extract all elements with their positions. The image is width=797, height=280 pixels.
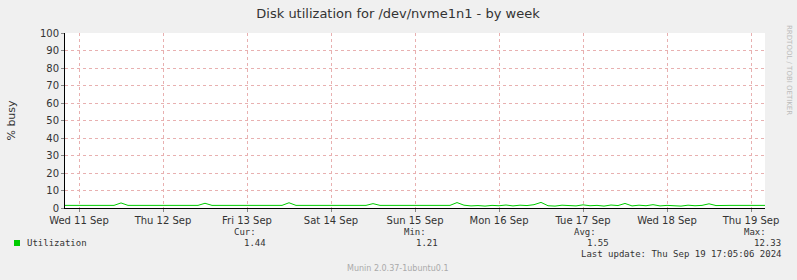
svg-text:Thu 19 Sep: Thu 19 Sep — [722, 215, 780, 226]
svg-text:1.44: 1.44 — [244, 238, 266, 248]
svg-text:40: 40 — [46, 133, 59, 144]
svg-text:20: 20 — [46, 168, 59, 179]
svg-text:1.21: 1.21 — [416, 238, 438, 248]
svg-text:Munin 2.0.37-1ubuntu0.1: Munin 2.0.37-1ubuntu0.1 — [347, 264, 449, 273]
svg-text:Fri 13 Sep: Fri 13 Sep — [222, 215, 272, 226]
svg-text:Avg:: Avg: — [574, 227, 596, 237]
svg-text:% busy: % busy — [5, 100, 18, 141]
svg-text:Sat 14 Sep: Sat 14 Sep — [304, 215, 358, 226]
svg-text:70: 70 — [46, 80, 59, 91]
svg-text:Wed 11 Sep: Wed 11 Sep — [49, 215, 109, 226]
svg-text:90: 90 — [46, 45, 59, 56]
svg-text:Thu 12 Sep: Thu 12 Sep — [134, 215, 192, 226]
svg-text:Disk utilization for /dev/nvme: Disk utilization for /dev/nvme1n1 - by w… — [256, 6, 540, 21]
svg-text:Wed 18 Sep: Wed 18 Sep — [637, 215, 697, 226]
svg-text:12.33: 12.33 — [754, 238, 781, 248]
svg-text:Utilization: Utilization — [27, 238, 87, 248]
svg-text:Max:: Max: — [744, 227, 766, 237]
svg-text:Last update: Thu Sep 19 17:05:: Last update: Thu Sep 19 17:05:06 2024 — [581, 249, 781, 259]
svg-text:30: 30 — [46, 150, 59, 161]
svg-text:RRDTOOL / TOBI OETIKER: RRDTOOL / TOBI OETIKER — [785, 25, 793, 115]
svg-text:100: 100 — [40, 28, 59, 39]
svg-text:60: 60 — [46, 98, 59, 109]
svg-text:Sun 15 Sep: Sun 15 Sep — [387, 215, 444, 226]
svg-text:Mon 16 Sep: Mon 16 Sep — [469, 215, 528, 226]
svg-text:50: 50 — [46, 115, 59, 126]
svg-text:0: 0 — [53, 203, 59, 214]
svg-text:Cur:: Cur: — [234, 227, 256, 237]
svg-text:80: 80 — [46, 63, 59, 74]
svg-text:Min:: Min: — [404, 227, 426, 237]
svg-text:10: 10 — [46, 185, 59, 196]
svg-text:Tue 17 Sep: Tue 17 Sep — [554, 215, 610, 226]
svg-text:1.55: 1.55 — [587, 238, 609, 248]
